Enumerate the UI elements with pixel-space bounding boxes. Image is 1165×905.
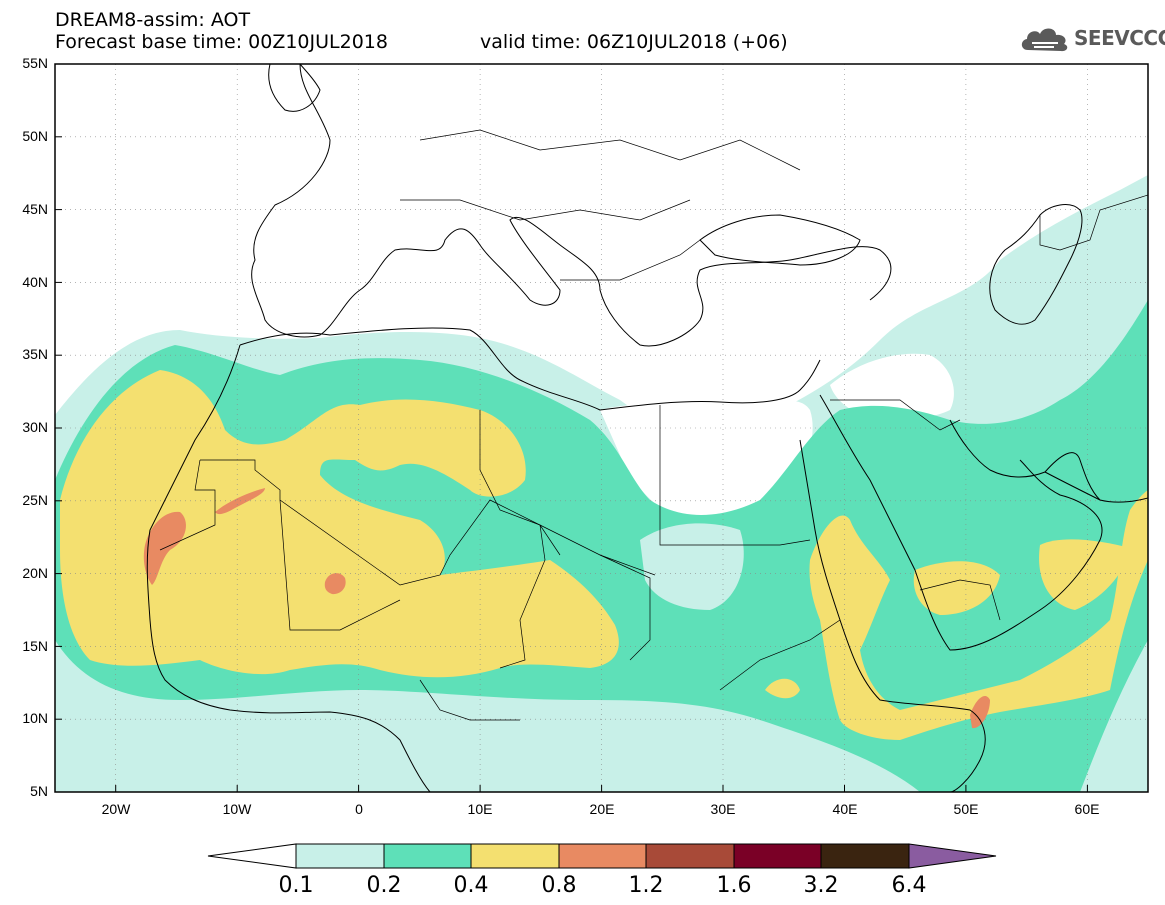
valid-time: valid time: 06Z10JUL2018 (+06) — [480, 31, 788, 53]
colorbar-bin-2 — [383, 843, 472, 869]
lat-label: 40N — [22, 274, 48, 290]
forecast-base-time: Forecast base time: 00Z10JUL2018 — [55, 31, 388, 53]
colorbar-low-arrow — [207, 843, 297, 869]
colorbar-bin-3 — [470, 843, 560, 869]
colorbar-bin-4 — [558, 843, 647, 869]
lon-label: 20E — [589, 801, 615, 817]
country-borders — [159, 129, 1148, 721]
coastlines — [146, 64, 1148, 792]
colorbar-high-arrow — [908, 843, 997, 869]
aot-band-white-mideast — [830, 353, 954, 420]
graticule — [55, 64, 1148, 792]
aot-band-0-8-mali — [324, 573, 346, 595]
lat-label: 50N — [22, 128, 48, 144]
colorbar-bin-6 — [733, 843, 822, 869]
seevccc-logo: SEEVCCC — [1018, 22, 1165, 56]
aot-band-white-egypt — [600, 400, 813, 524]
colorbar-label: 0.4 — [453, 873, 489, 898]
lat-label: 45N — [22, 201, 48, 217]
lat-label: 25N — [22, 492, 48, 508]
lat-label: 35N — [22, 346, 48, 362]
lon-label: 10W — [222, 801, 252, 817]
lon-label: 40E — [832, 801, 858, 817]
colorbar-label: 3.2 — [803, 873, 839, 898]
colorbar-label: 6.4 — [891, 873, 927, 898]
colorbar-bin-7 — [820, 843, 910, 869]
lat-label: 20N — [22, 565, 48, 581]
aot-band-0-4-arabia — [913, 561, 1000, 615]
aot-band-0-4-ethiopia — [765, 678, 800, 699]
map-title: DREAM8-assim: AOT — [55, 9, 251, 31]
lon-label: 10E — [467, 801, 493, 817]
aot-shading — [55, 64, 1148, 792]
lat-label: 55N — [22, 55, 48, 71]
lon-label: 60E — [1074, 801, 1100, 817]
lat-label: 30N — [22, 419, 48, 435]
lon-label: 50E — [953, 801, 979, 817]
axis-ticks — [55, 63, 1088, 793]
aot-band-0-8-morocco — [143, 511, 186, 585]
lon-label: 0 — [355, 801, 363, 817]
colorbar-label: 1.6 — [716, 873, 752, 898]
colorbar-bin-5 — [645, 843, 735, 869]
logo-text: SEEVCCC — [1074, 26, 1165, 50]
lon-label: 20W — [101, 801, 131, 817]
lat-label: 15N — [22, 638, 48, 654]
colorbar-label: 0.2 — [366, 873, 402, 898]
lon-label: 30E — [710, 801, 736, 817]
aot-band-0-8-somalia — [970, 695, 990, 729]
colorbar-label: 0.8 — [541, 873, 577, 898]
aot-band-0-4-red-sea — [809, 490, 1148, 740]
colorbar-bin-1 — [295, 843, 385, 869]
colorbar-label: 1.2 — [628, 873, 664, 898]
colorbar — [207, 843, 997, 869]
aot-band-0-4-west — [60, 370, 619, 678]
lat-label: 10N — [22, 710, 48, 726]
cloud-icon — [1021, 28, 1068, 52]
colorbar-label: 0.1 — [278, 873, 314, 898]
lat-label: 5N — [30, 783, 48, 799]
